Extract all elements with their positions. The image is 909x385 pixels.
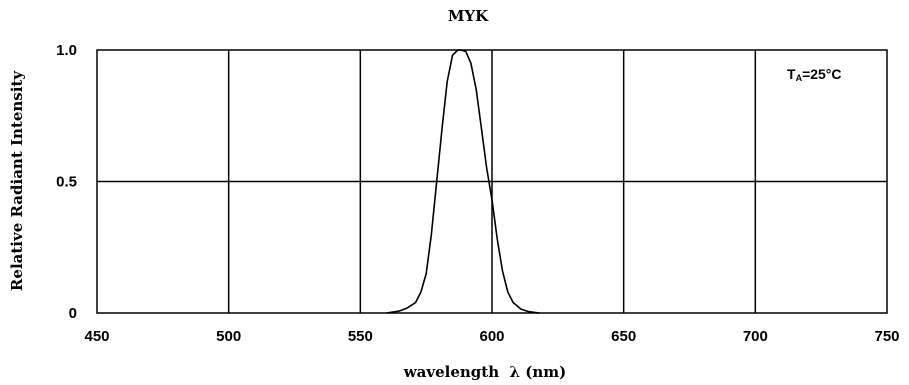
- series-layer: [386, 49, 540, 314]
- y-tick-label: 0.5: [56, 174, 77, 191]
- y-tick-label: 0: [69, 305, 77, 322]
- plot-frame: [96, 49, 888, 314]
- x-tick-labels: 450 500 550 600 650 700 750: [84, 328, 899, 345]
- x-tick-label: 500: [216, 328, 241, 345]
- chart-title: MYK: [448, 7, 489, 25]
- temperature-annotation: TA=25°C: [787, 66, 842, 83]
- y-tick-label: 1.0: [56, 42, 77, 59]
- x-tick-label: 650: [611, 328, 636, 345]
- annotation-rest: =25°C: [802, 66, 841, 82]
- x-tick-label: 550: [348, 328, 373, 345]
- x-tick-label: 750: [874, 328, 899, 345]
- annotation-main: T: [787, 66, 796, 82]
- x-tick-label: 450: [84, 328, 109, 345]
- annotation-sub: A: [796, 73, 803, 83]
- x-tick-label: 700: [743, 328, 768, 345]
- grid-lines: [97, 50, 887, 313]
- x-tick-label: 600: [479, 328, 504, 345]
- x-axis-label: wavelength λ (nm): [403, 363, 567, 381]
- y-axis-label: Relative Radiant Intensity: [8, 70, 26, 291]
- spectrum-curve: [386, 49, 540, 314]
- y-tick-labels: 0 0.5 1.0: [56, 42, 77, 322]
